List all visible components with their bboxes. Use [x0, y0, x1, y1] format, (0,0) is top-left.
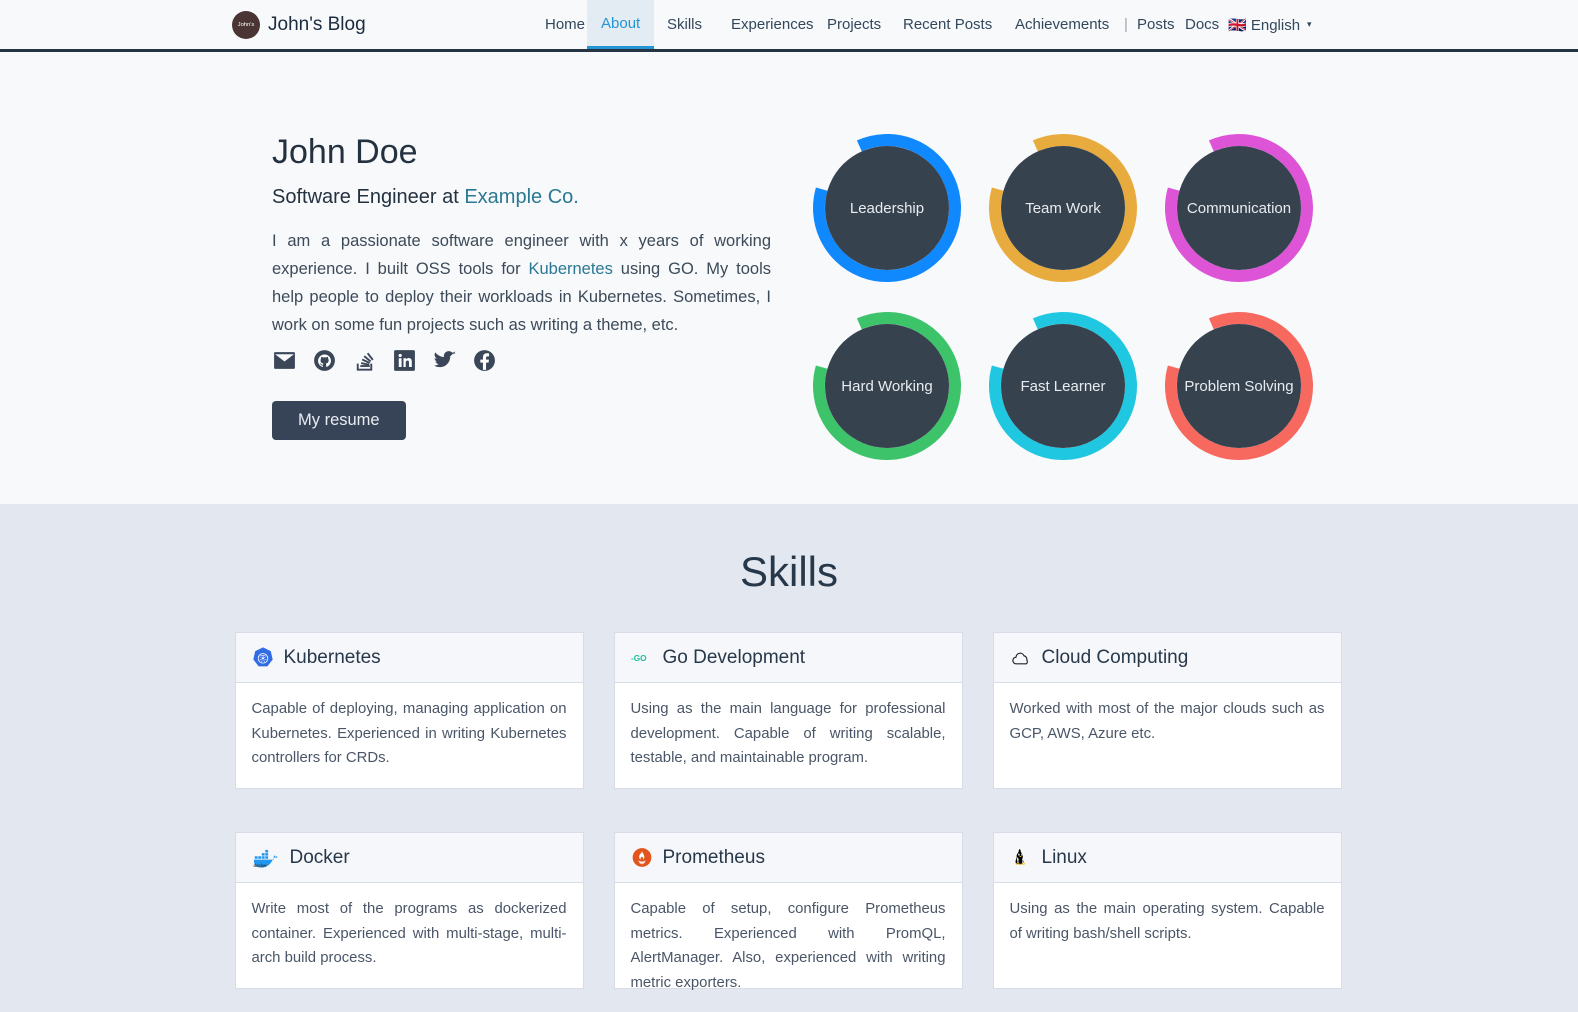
- svg-text:-GO: -GO: [631, 653, 647, 662]
- svg-text:docker: docker: [253, 862, 267, 867]
- svg-text:John's: John's: [238, 21, 255, 27]
